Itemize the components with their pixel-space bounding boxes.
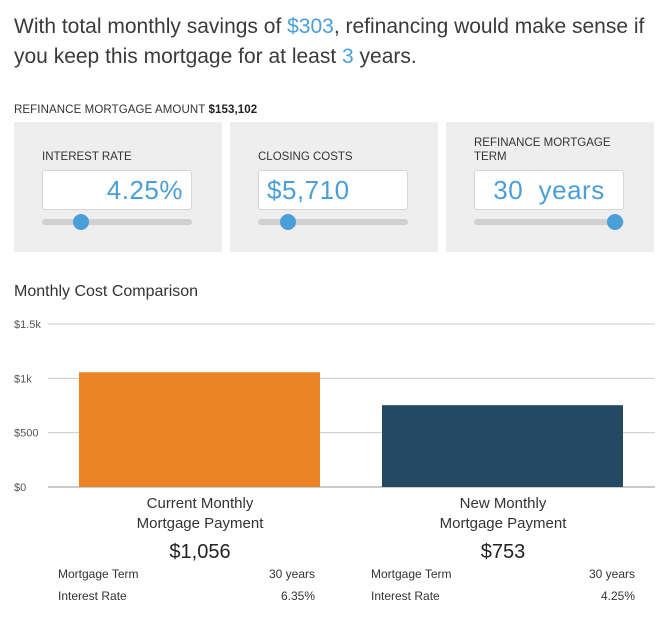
interest-rate-slider-handle[interactable] (73, 214, 89, 230)
current-rate-label: Interest Rate (58, 589, 127, 603)
new-payment-bar (382, 405, 623, 487)
interest-rate-label: INTEREST RATE (42, 151, 132, 163)
chart-title: Monthly Cost Comparison (14, 283, 199, 300)
y-tick-label: $1.5k (14, 319, 41, 331)
refinance-amount-label: REFINANCE MORTGAGE AMOUNT (14, 104, 206, 116)
headline-text-2: , refinancing would make sense if you ke… (14, 15, 645, 68)
closing-costs-slider-handle[interactable] (280, 214, 296, 230)
break-even-years: 3 (342, 45, 354, 68)
y-tick-label: $1k (14, 373, 32, 385)
mortgage-term-card: REFINANCE MORTGAGE TERM 30 years (446, 122, 654, 252)
mortgage-term-slider-handle[interactable] (607, 214, 623, 230)
y-tick-label: $500 (14, 428, 38, 440)
interest-rate-input[interactable]: 4.25% (42, 170, 192, 210)
headline-text-3: years. (353, 45, 417, 68)
new-payment-label-line2: Mortgage Payment (439, 515, 567, 532)
current-payment-label: Current Monthly Mortgage Payment (50, 494, 350, 534)
new-payment-amount: $753 (480, 541, 526, 563)
current-payment-label-line1: Current Monthly (146, 495, 254, 512)
closing-costs-label: CLOSING COSTS (258, 151, 353, 163)
mortgage-term-input[interactable]: 30 years (474, 170, 624, 210)
interest-rate-slider[interactable] (42, 214, 192, 230)
new-rate-value: 4.25% (600, 589, 635, 603)
savings-amount: $303 (287, 15, 334, 38)
current-payment-label-line2: Mortgage Payment (136, 515, 264, 532)
interest-rate-card: INTEREST RATE 4.25% (14, 122, 222, 252)
closing-costs-slider[interactable] (258, 214, 408, 230)
new-term-value: 30 years (588, 567, 635, 581)
current-rate-value: 6.35% (280, 589, 315, 603)
cost-comparison-chart: $0 $500 $1k $1.5k (14, 319, 655, 494)
closing-costs-input[interactable]: $5,710 (258, 170, 408, 210)
refinance-amount-value: $153,102 (208, 104, 258, 116)
new-term-label: Mortgage Term (371, 567, 452, 581)
closing-costs-card: CLOSING COSTS $5,710 (230, 122, 438, 252)
new-payment-label: New Monthly Mortgage Payment (353, 494, 653, 534)
mortgage-term-label: REFINANCE MORTGAGE TERM (474, 137, 611, 163)
refinance-amount: REFINANCE MORTGAGE AMOUNT $153,102 (14, 104, 257, 116)
current-payment-bar (79, 372, 320, 487)
current-term-value: 30 years (268, 567, 315, 581)
current-term-label: Mortgage Term (58, 567, 139, 581)
new-rate-label: Interest Rate (371, 589, 440, 603)
current-payment-amount: $1,056 (169, 541, 231, 563)
headline-text-1: With total monthly savings of (14, 15, 288, 38)
new-payment-label-line1: New Monthly (459, 495, 547, 512)
y-tick-label: $0 (14, 482, 26, 494)
mortgage-term-slider[interactable] (474, 214, 624, 230)
savings-headline: With total monthly savings of $303, refi… (14, 12, 654, 72)
